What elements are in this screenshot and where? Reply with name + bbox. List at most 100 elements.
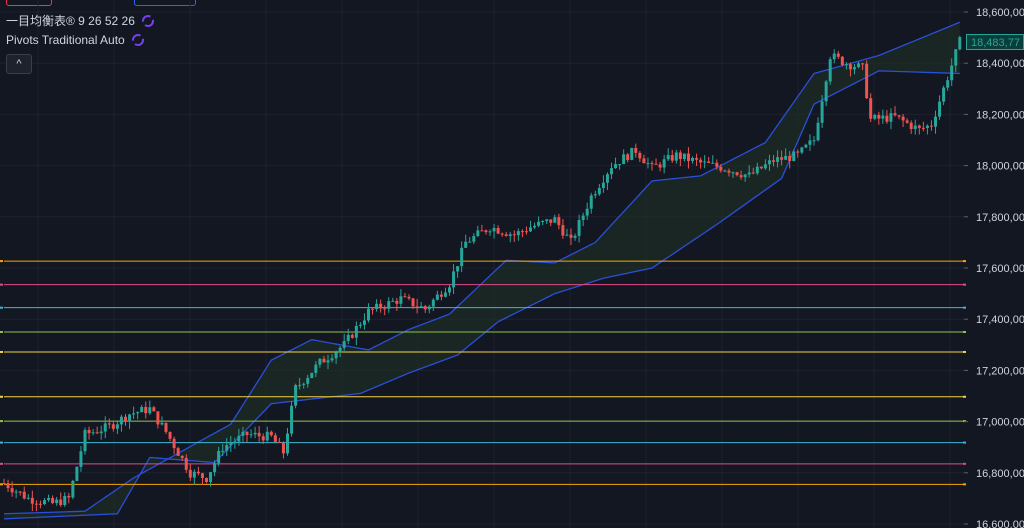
candle-body <box>354 325 358 338</box>
candle-body <box>253 432 257 435</box>
candle-body <box>95 432 99 434</box>
candle-body <box>460 247 464 267</box>
candle-body <box>136 412 140 414</box>
candle-body <box>877 115 881 119</box>
cloud-span-b <box>3 70 960 520</box>
candle-body <box>111 424 115 429</box>
collapse-legend-button[interactable]: ^ <box>6 54 32 74</box>
candle-body <box>585 208 589 216</box>
candle-body <box>743 174 747 178</box>
candle-body <box>241 431 245 436</box>
candle-body <box>371 308 375 310</box>
candle-body <box>350 334 354 338</box>
pivot-axis-mark <box>963 350 966 353</box>
candle-body <box>148 407 152 414</box>
axis-tick-label: 18,000,000 <box>976 161 1024 173</box>
candle-body <box>755 166 759 174</box>
candle-body <box>26 497 30 499</box>
candle-body <box>427 306 431 310</box>
candle-body <box>597 188 601 195</box>
candle-body <box>30 497 34 504</box>
candle-body <box>176 448 180 456</box>
candle-body <box>942 87 946 102</box>
candle-body <box>630 147 634 161</box>
candle-body <box>322 358 326 363</box>
pivot-levels <box>0 260 966 486</box>
candle-body <box>107 423 111 425</box>
candle-body <box>711 162 715 164</box>
candle-body <box>192 471 196 478</box>
candle-body <box>788 155 792 161</box>
pivot-axis-mark <box>0 441 3 444</box>
candle-body <box>691 157 694 162</box>
candle-body <box>160 422 164 425</box>
candle-body <box>314 364 318 373</box>
candle-body <box>533 225 537 228</box>
candle-body <box>379 303 383 309</box>
candle-body <box>217 450 221 464</box>
candle-body <box>589 195 593 209</box>
candle-body <box>213 463 217 473</box>
candle-body <box>115 424 119 429</box>
candle-body <box>476 230 480 237</box>
candle-body <box>747 172 751 175</box>
candle-body <box>124 416 127 422</box>
candle-body <box>51 497 55 504</box>
candle-body <box>678 152 682 160</box>
pivot-axis-mark <box>0 395 3 398</box>
candle-body <box>844 64 848 66</box>
candle-body <box>67 495 71 498</box>
candle-body <box>395 300 399 304</box>
candle-body <box>302 383 306 385</box>
pivot-axis-mark <box>0 260 3 263</box>
candle-body <box>674 152 678 161</box>
candle-body <box>34 503 38 505</box>
candle-body <box>119 416 123 425</box>
refresh-icon[interactable] <box>141 14 155 28</box>
candle-body <box>857 63 861 68</box>
top-tab-indicator-blue[interactable] <box>134 0 196 6</box>
candle-body <box>541 220 545 222</box>
candle-body <box>168 431 172 439</box>
candle-body <box>832 53 836 60</box>
pivot-axis-mark <box>0 283 3 286</box>
axis-tick-label: 17,800,000 <box>976 212 1024 224</box>
candle-body <box>273 435 277 442</box>
candle-body <box>735 172 739 176</box>
refresh-icon[interactable] <box>131 33 145 47</box>
candle-body <box>792 151 796 161</box>
candle-body <box>646 163 650 165</box>
candle-body <box>885 115 889 122</box>
candle-body <box>500 233 504 235</box>
candle-body <box>164 422 168 432</box>
candle-body <box>38 503 42 505</box>
candle-body <box>63 495 67 506</box>
candle-body <box>245 431 249 435</box>
candle-body <box>411 298 415 307</box>
legend-ichimoku[interactable]: 一目均衡表® 9 26 52 26 <box>6 12 155 29</box>
ichimoku-cloud <box>3 21 961 520</box>
cloud-span-a <box>3 21 961 515</box>
top-tab-indicator-red[interactable] <box>6 0 52 6</box>
candle-body <box>593 194 597 196</box>
candle-body <box>310 372 314 378</box>
candle-body <box>796 151 800 153</box>
candle-body <box>682 153 686 160</box>
candle-body <box>759 166 763 169</box>
candle-body <box>686 153 690 162</box>
candle-body <box>504 234 508 236</box>
candle-body <box>626 154 630 161</box>
candle-body <box>873 115 877 119</box>
candle-body <box>172 438 176 449</box>
candle-body <box>269 431 273 436</box>
candle-body <box>950 65 954 81</box>
candle-body <box>233 441 237 444</box>
candle-body <box>670 155 674 161</box>
candle-body <box>71 480 75 498</box>
candle-body <box>156 411 160 425</box>
candle-body <box>294 385 298 406</box>
candle-body <box>553 217 557 223</box>
candle-body <box>431 299 435 307</box>
legend-pivots[interactable]: Pivots Traditional Auto <box>6 33 145 47</box>
